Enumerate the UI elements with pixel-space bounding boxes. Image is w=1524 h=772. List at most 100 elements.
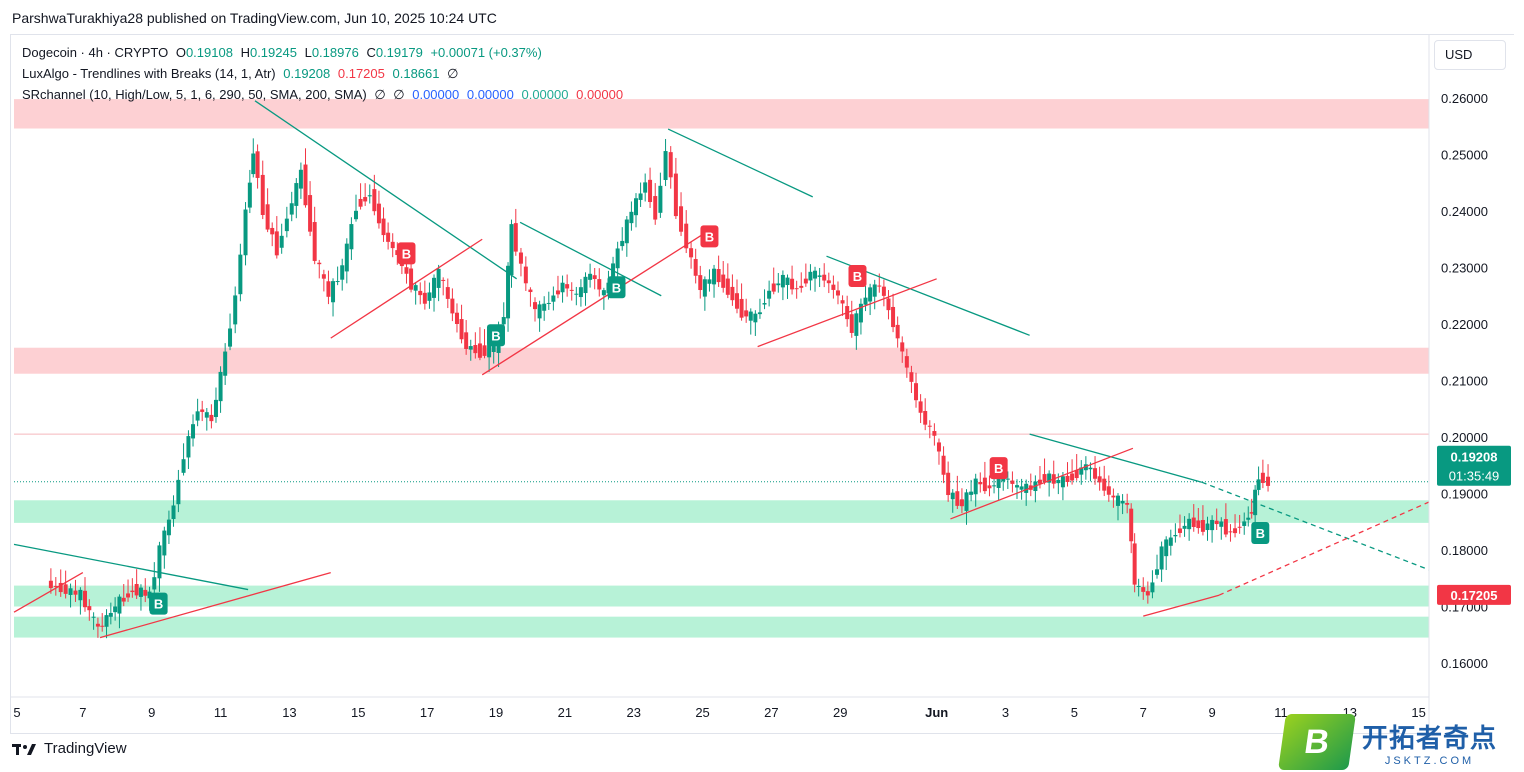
candle-body — [213, 399, 218, 418]
candle-body — [152, 577, 157, 590]
candle-body — [228, 328, 233, 347]
candle-body — [464, 332, 469, 349]
candle-body — [233, 295, 238, 325]
candle-body — [601, 290, 606, 296]
candle-body — [1155, 569, 1160, 575]
candle-body — [218, 371, 223, 402]
legend-close: 0.19179 — [375, 45, 423, 60]
x-tick-label: 11 — [214, 705, 228, 720]
legend-luxalgo-row[interactable]: LuxAlgo - Trendlines with Breaks (14, 1,… — [22, 66, 462, 82]
candle-body — [904, 356, 909, 368]
trendline-9 — [757, 278, 937, 348]
legend-srchannel-row[interactable]: SRchannel (10, High/Low, 5, 1, 6, 290, 5… — [22, 87, 627, 103]
candle-body — [418, 290, 423, 296]
candle-body — [1141, 587, 1146, 592]
candle-body — [363, 197, 368, 202]
candle-body — [1246, 517, 1251, 520]
candle-body — [312, 222, 317, 261]
legend-symbol[interactable]: Dogecoin · 4h · CRYPTO — [22, 45, 169, 60]
x-tick-label: 9 — [1208, 705, 1215, 720]
candle-body — [909, 372, 914, 382]
candle-body — [166, 519, 171, 536]
candle-body — [171, 505, 176, 520]
candle-body — [95, 623, 100, 627]
break-marker-label-4: B — [402, 246, 411, 261]
legend-srchannel-v4: 0.00000 — [576, 87, 624, 102]
candle-body — [725, 278, 730, 295]
candle-body — [191, 424, 196, 439]
legend-srchannel-e1: ∅ — [374, 87, 386, 102]
candle-body — [854, 313, 859, 336]
x-tick-label: 15 — [351, 705, 365, 720]
candle-body — [689, 248, 694, 258]
x-tick-label: 17 — [420, 705, 434, 720]
trendline-5 — [1029, 433, 1202, 483]
currency-button[interactable]: USD — [1434, 40, 1506, 70]
current-price-badge-value: 0.19208 — [1451, 450, 1498, 465]
candle-body — [317, 262, 322, 265]
candle-body — [597, 279, 602, 290]
break-marker-sell-4 — [397, 242, 416, 265]
candle-body — [1182, 525, 1187, 529]
x-tick-label: 3 — [1002, 705, 1009, 720]
candle-body — [335, 281, 340, 283]
y-tick-label: 0.20000 — [1441, 430, 1488, 445]
candle-body — [1237, 526, 1242, 528]
candle-body — [238, 254, 243, 295]
candle-body — [1005, 478, 1010, 480]
candle-body — [721, 274, 726, 288]
break-marker-sell-5 — [700, 225, 719, 248]
candle-body — [776, 283, 781, 286]
candle-body — [840, 300, 845, 304]
candle-body — [748, 311, 753, 321]
legend-change: +0.00071 (+0.37%) — [430, 45, 542, 60]
candle-body — [53, 585, 58, 587]
candle-body — [331, 281, 336, 303]
candle-body — [468, 346, 473, 350]
legend-luxalgo-name[interactable]: LuxAlgo - Trendlines with Breaks (14, 1,… — [22, 66, 276, 81]
candle-body — [1205, 523, 1210, 531]
legend-luxalgo-v2: 0.17205 — [337, 66, 385, 81]
candle-body — [658, 185, 663, 213]
candle-body — [707, 279, 712, 284]
candle-body — [1060, 476, 1065, 488]
tradingview-logo-icon — [12, 743, 36, 755]
candle-body — [1233, 528, 1238, 534]
candle-body — [822, 274, 827, 281]
candle-body — [1047, 473, 1052, 483]
candle-body — [1214, 520, 1219, 525]
candle-body — [1200, 519, 1205, 532]
legend-luxalgo-v1: 0.19208 — [283, 66, 331, 81]
price-chart[interactable]: B B B B B B B B 0.26000 0.25000 0.24000 0.23000 0.22… — [11, 35, 1515, 735]
candle-body — [1083, 464, 1088, 471]
candle-body — [712, 268, 717, 285]
x-tick-label: 21 — [558, 705, 572, 720]
candle-body — [900, 342, 905, 352]
legend-srchannel-name[interactable]: SRchannel (10, High/Low, 5, 1, 6, 290, 5… — [22, 87, 367, 102]
chart-frame[interactable]: B B B B B B B B 0.26000 0.25000 0.24000 0.23000 0.22… — [10, 34, 1515, 735]
candle-body — [284, 218, 289, 232]
x-tick-label: 7 — [1140, 705, 1147, 720]
candle-body — [578, 287, 583, 298]
candle-body — [349, 224, 354, 250]
candle-body — [849, 314, 854, 333]
trendline-6 — [1201, 481, 1430, 571]
candle-body — [891, 306, 896, 328]
candle-body — [620, 240, 625, 247]
candle-body — [477, 343, 482, 358]
candle-body — [247, 182, 252, 208]
candle-body — [551, 295, 556, 302]
candle-body — [648, 179, 653, 203]
tradingview-logo[interactable]: TradingView — [12, 740, 127, 757]
candle-body — [1024, 483, 1029, 493]
candle-body — [298, 169, 303, 189]
candle-body — [542, 303, 547, 311]
candle-body — [927, 425, 932, 427]
candle-body — [863, 297, 868, 305]
legend-symbol-row[interactable]: Dogecoin · 4h · CRYPTO O0.19108 H0.19245… — [22, 45, 546, 60]
legend-open: 0.19108 — [185, 45, 233, 60]
break-marker-label-3: B — [1256, 526, 1265, 541]
candle-body — [615, 248, 620, 269]
x-tick-label: 23 — [626, 705, 640, 720]
candle-body — [487, 342, 492, 358]
